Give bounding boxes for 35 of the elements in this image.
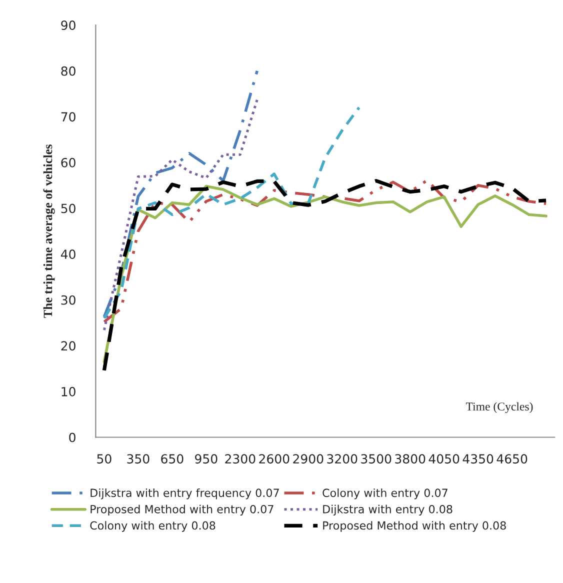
x-tick-label: 2600 bbox=[259, 454, 290, 464]
x-tick-label: 3200 bbox=[327, 454, 358, 464]
x-tick-label: 4350 bbox=[462, 454, 494, 464]
line-series bbox=[102, 106, 361, 320]
line-series bbox=[102, 69, 259, 318]
y-tick-label: 20 bbox=[61, 341, 76, 351]
x-tick-label: 3800 bbox=[395, 454, 426, 464]
x-tick-label: 3500 bbox=[361, 454, 392, 464]
x-tick-label: 4650 bbox=[496, 454, 528, 464]
legend-label: Colony with entry 0.07 bbox=[322, 488, 448, 500]
x-tick-label: 4050 bbox=[428, 454, 460, 464]
legend-label: Proposed Method with entry 0.07 bbox=[90, 504, 274, 516]
legend-label: Dijkstra with entry frequency 0.07 bbox=[90, 488, 279, 500]
line-series bbox=[102, 98, 258, 332]
x-axis-title: Time (Cycles) bbox=[466, 402, 533, 413]
x-tick-label: 950 bbox=[195, 454, 218, 464]
y-tick-label: 0 bbox=[69, 432, 76, 442]
y-tick-label: 40 bbox=[60, 250, 76, 259]
x-tick-label: 2900 bbox=[293, 454, 324, 464]
y-tick-label: 60 bbox=[61, 158, 76, 168]
line-series bbox=[102, 178, 548, 324]
y-tick-label: 10 bbox=[62, 386, 76, 396]
x-tick-label: 50 bbox=[97, 454, 112, 464]
y-tick-label: 50 bbox=[61, 204, 76, 214]
x-tick-label: 2300 bbox=[225, 454, 256, 464]
legend-label: Dijkstra with entry 0.08 bbox=[323, 504, 452, 516]
y-tick-label: 90 bbox=[61, 20, 76, 30]
y-tick-label: 70 bbox=[61, 112, 76, 122]
x-tick-label: 650 bbox=[161, 454, 184, 464]
legend-label: Proposed Method with entry 0.08 bbox=[323, 521, 506, 532]
y-tick-label: 80 bbox=[61, 66, 76, 76]
y-tick-label: 30 bbox=[61, 295, 76, 305]
y-axis-title: The trip time average of vehicles bbox=[43, 144, 55, 318]
legend-label: Colony with entry 0.08 bbox=[90, 521, 216, 532]
x-tick-label: 350 bbox=[127, 454, 150, 464]
